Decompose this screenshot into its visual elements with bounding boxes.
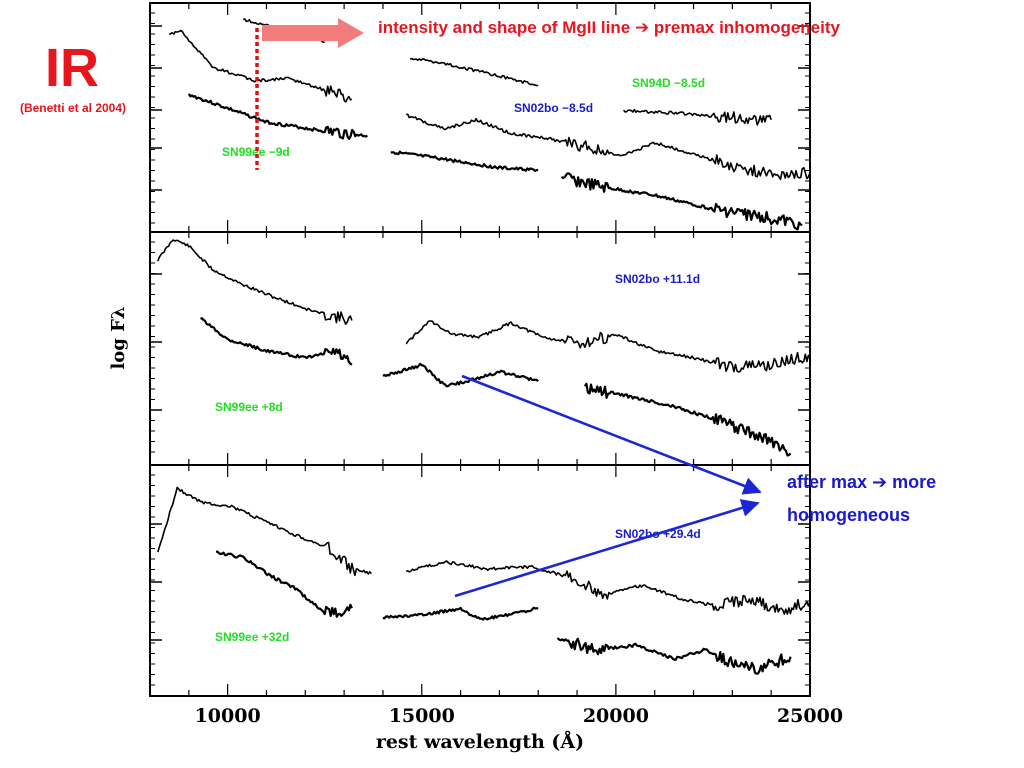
x-tick-label: 15000 xyxy=(389,705,455,727)
blue-arrow-upper xyxy=(461,374,762,495)
slide-heading: IR xyxy=(45,38,99,98)
citation: (Benetti et al 2004) xyxy=(20,101,126,115)
series-label: SN99ee +32d xyxy=(215,630,289,644)
series-label: SN94D −8.5d xyxy=(632,76,705,90)
spectrum-trace xyxy=(406,560,811,615)
spectrum-trace xyxy=(560,172,803,231)
spectrum-trace xyxy=(623,108,772,126)
spectrum-trace xyxy=(382,362,539,388)
after-max-text-line2: homogeneous xyxy=(787,505,910,525)
spectrum-trace xyxy=(157,486,372,577)
spectrum-trace xyxy=(583,382,792,457)
blue-arrow-lower xyxy=(454,499,760,598)
spectrum-trace xyxy=(168,29,353,103)
plot-border xyxy=(149,2,811,697)
spectra xyxy=(157,18,811,675)
plot-frame xyxy=(149,2,811,697)
series-labels: SN94D −8.5d SN02bo −8.5d SN99ee −9d SN02bo … xyxy=(215,76,705,644)
spectrum-trace xyxy=(157,239,353,325)
x-tick-label: 25000 xyxy=(777,705,843,727)
spectrum-trace xyxy=(187,93,368,140)
series-label: SN99ee +8d xyxy=(215,400,283,414)
spectrum-trace xyxy=(390,150,539,173)
spectrum-trace xyxy=(410,57,539,87)
spectrum-trace xyxy=(200,317,353,366)
callout-arrow-icon xyxy=(262,18,364,48)
spectrum-trace xyxy=(405,320,811,373)
series-label: SN99ee −9d xyxy=(222,145,290,159)
series-label: SN02bo −8.5d xyxy=(514,101,593,115)
y-axis-label: log Fλ xyxy=(108,306,129,369)
x-axis-label: rest wavelength (Å) xyxy=(376,730,584,753)
x-tick-label: 10000 xyxy=(195,705,261,727)
series-label: SN02bo +11.1d xyxy=(615,272,700,286)
x-tick-label: 20000 xyxy=(583,705,649,727)
spectrum-trace xyxy=(556,637,792,675)
after-max-text-line1: after max ➔ more xyxy=(787,472,936,492)
spectrum-trace xyxy=(215,550,353,618)
x-axis: 10000 15000 20000 25000 xyxy=(149,3,843,727)
spectrum-trace xyxy=(382,606,539,621)
top-callout: intensity and shape of MgII line ➔ prema… xyxy=(378,18,841,37)
spectrum-trace xyxy=(406,113,811,181)
